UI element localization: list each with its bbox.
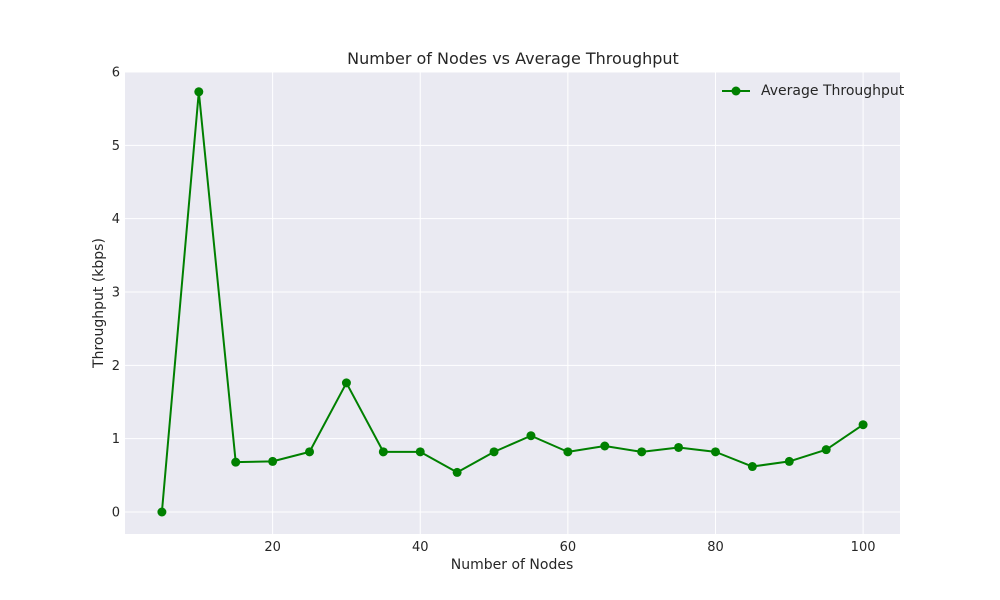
data-point (600, 441, 610, 451)
data-point (452, 467, 462, 477)
data-point (674, 442, 684, 452)
y-tick-label: 3 (112, 286, 120, 301)
data-point (858, 420, 868, 430)
legend: Average Throughput (722, 83, 905, 99)
data-point (637, 447, 647, 457)
data-point (268, 456, 278, 466)
legend-marker-swatch (731, 86, 741, 96)
data-point (378, 447, 388, 457)
series-line (160, 90, 864, 513)
data-point (526, 431, 536, 441)
data-point (157, 507, 167, 517)
ticks: 0 1 2 3 4 5 6 20 40 60 80 100 (112, 66, 876, 556)
y-tick-label: 2 (112, 359, 120, 374)
data-point (784, 456, 794, 466)
data-point (194, 87, 204, 97)
data-point (341, 378, 351, 388)
y-tick-label: 5 (112, 139, 120, 154)
data-point (305, 447, 315, 457)
x-tick-label: 100 (851, 540, 876, 555)
y-tick-label: 1 (112, 432, 120, 447)
x-tick-label: 60 (560, 540, 577, 555)
legend-label: Average Throughput (761, 83, 905, 99)
x-tick-label: 40 (412, 540, 429, 555)
y-tick-label: 4 (112, 212, 120, 227)
data-point (747, 462, 757, 472)
series-layer (157, 87, 868, 517)
x-tick-label: 20 (264, 540, 281, 555)
plot-area (125, 72, 900, 534)
data-point (821, 445, 831, 455)
grid (125, 71, 900, 534)
data-point (415, 447, 425, 457)
x-axis-label: Number of Nodes (451, 557, 573, 573)
chart-title: Number of Nodes vs Average Throughput (347, 49, 679, 68)
y-tick-label: 0 (112, 506, 120, 521)
data-point (710, 447, 720, 457)
y-axis-label: Throughput (kbps) (91, 238, 107, 369)
data-point (231, 457, 241, 467)
y-tick-label: 6 (112, 66, 120, 81)
data-point (489, 447, 499, 457)
x-tick-label: 80 (707, 540, 724, 555)
data-point (563, 447, 573, 457)
